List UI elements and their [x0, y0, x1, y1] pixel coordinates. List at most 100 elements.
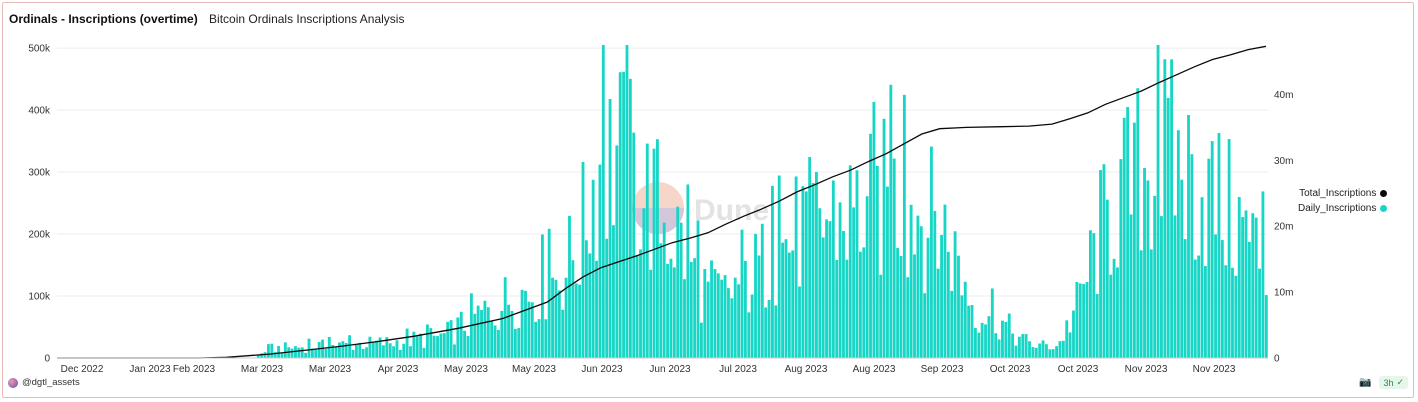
daily-bar: [720, 279, 724, 358]
daily-bar: [892, 158, 896, 358]
daily-bar: [1241, 217, 1245, 358]
daily-bar: [371, 341, 375, 358]
daily-bar: [260, 353, 264, 358]
daily-bar: [760, 223, 764, 358]
daily-bar: [777, 175, 781, 358]
daily-bar: [825, 219, 828, 358]
daily-bar: [909, 204, 913, 358]
daily-bar: [432, 335, 436, 358]
daily-bar: [358, 342, 362, 358]
daily-bar: [1007, 313, 1011, 358]
daily-bar: [1149, 249, 1153, 358]
daily-bar: [649, 269, 653, 358]
daily-bar: [831, 180, 835, 358]
daily-bar: [375, 340, 379, 358]
x-tick-label: Jul 2023: [719, 364, 757, 375]
daily-bar: [872, 101, 876, 358]
daily-bar: [1085, 281, 1089, 358]
daily-bar: [1075, 281, 1079, 358]
refresh-badge[interactable]: 3h ✓: [1379, 376, 1408, 389]
daily-bar: [1031, 347, 1035, 358]
daily-bar: [950, 290, 954, 358]
daily-bar: [1045, 344, 1048, 358]
camera-icon[interactable]: 📷: [1358, 377, 1372, 388]
daily-bar: [304, 352, 308, 358]
daily-bar: [266, 344, 270, 358]
daily-bar: [1224, 265, 1228, 358]
daily-bar: [1034, 347, 1038, 358]
daily-bar: [490, 320, 494, 358]
x-tick-label: Oct 2023: [1058, 364, 1099, 375]
daily-bar: [277, 345, 280, 358]
author-avatar: [8, 377, 18, 388]
daily-bar: [879, 274, 883, 358]
y-right-tick-label: 0: [1274, 354, 1280, 365]
daily-bar: [639, 249, 642, 358]
daily-bar: [1116, 267, 1119, 358]
author-credit[interactable]: @dgtl_assets: [8, 377, 80, 388]
daily-bar: [334, 346, 338, 358]
daily-bar: [1061, 340, 1065, 358]
daily-bar: [1173, 215, 1177, 358]
daily-bar: [869, 133, 872, 358]
daily-bar: [1065, 320, 1069, 358]
daily-bar: [344, 342, 348, 358]
daily-bar: [747, 312, 751, 358]
daily-bar: [811, 182, 815, 358]
daily-bar: [652, 148, 656, 358]
daily-bar: [1099, 170, 1102, 358]
daily-bar: [361, 348, 365, 358]
legend-label-total: Total_Inscriptions: [1299, 188, 1377, 199]
daily-bar: [392, 346, 395, 358]
daily-bar: [855, 170, 859, 358]
daily-bar: [696, 220, 700, 358]
daily-bar: [645, 143, 649, 358]
daily-bar: [804, 191, 808, 358]
daily-bar: [713, 269, 717, 358]
daily-bar: [415, 336, 419, 358]
daily-bar: [980, 322, 984, 358]
daily-bar: [1258, 268, 1261, 358]
daily-bar: [842, 231, 845, 358]
daily-bar: [1183, 239, 1187, 358]
daily-bar: [1102, 164, 1106, 358]
legend-item-total[interactable]: Total_Inscriptions: [1298, 186, 1388, 201]
daily-bar: [838, 202, 842, 358]
daily-bar: [1180, 179, 1184, 358]
daily-bar: [338, 342, 341, 358]
daily-bar: [977, 332, 981, 358]
daily-bar: [530, 302, 534, 358]
daily-bar: [1197, 255, 1201, 358]
daily-bar: [716, 273, 720, 358]
daily-bar: [875, 165, 879, 358]
daily-bar: [1214, 234, 1217, 358]
daily-bar: [446, 321, 450, 358]
daily-bar: [683, 279, 686, 358]
x-tick-label: Jun 2023: [581, 364, 623, 375]
daily-bar: [534, 321, 538, 358]
daily-bar: [1051, 349, 1055, 358]
chart-subtitle: Bitcoin Ordinals Inscriptions Analysis: [209, 12, 405, 26]
x-tick-label: Sep 2023: [921, 364, 964, 375]
daily-bar: [1264, 295, 1268, 358]
daily-bar: [378, 337, 382, 358]
legend-item-daily[interactable]: Daily_Inscriptions: [1298, 201, 1388, 216]
daily-bar: [331, 345, 335, 358]
daily-bar: [1021, 334, 1025, 358]
legend-dot-daily: [1380, 205, 1388, 212]
daily-bar: [635, 255, 639, 358]
daily-bar: [307, 338, 311, 358]
daily-bar: [642, 208, 646, 358]
daily-bar: [1163, 59, 1167, 358]
daily-bar: [436, 336, 439, 358]
daily-bar: [973, 328, 977, 358]
daily-bar: [1088, 230, 1092, 358]
daily-bar: [493, 325, 497, 358]
daily-bar: [429, 328, 433, 358]
daily-bar: [310, 348, 314, 358]
daily-bar: [497, 329, 500, 358]
daily-bar: [544, 319, 548, 358]
daily-bar: [913, 254, 916, 358]
daily-bar: [936, 268, 940, 358]
daily-bar: [1105, 199, 1109, 358]
